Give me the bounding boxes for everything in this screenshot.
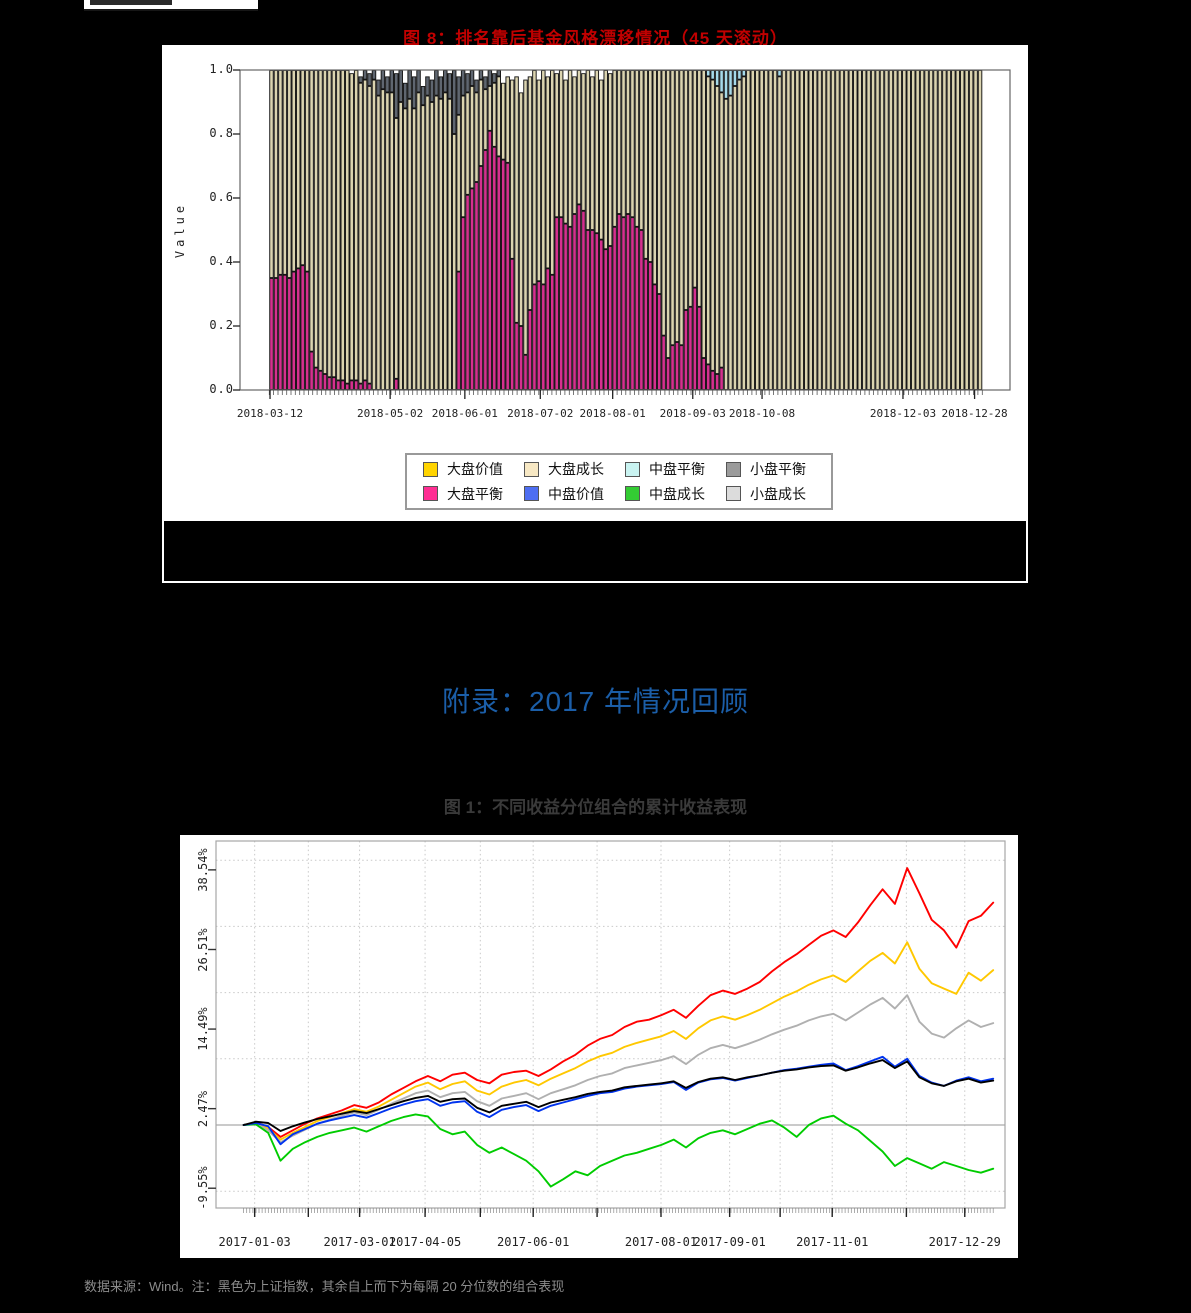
series-lines (242, 867, 995, 1188)
bars-group (269, 70, 983, 391)
y-tick-label: 38.54% (196, 848, 210, 892)
series-line-灰线-60分位组合 (242, 994, 995, 1144)
x-axis-ticks (268, 390, 983, 399)
series-line-黑线-上证指数 (242, 1059, 995, 1132)
legend-swatch (726, 486, 741, 502)
figure8-chart-frame: Value 1.0 0.8 0.6 0.4 0.2 0.0 2018-03-12 2018-… (162, 45, 1028, 583)
legend-item: 大盘成长 (518, 459, 619, 479)
figure1-caption: 图 1：不同收益分位组合的累计收益表现 (443, 798, 748, 817)
legend-item: 小盘成长 (720, 484, 821, 504)
legend-swatch (625, 461, 640, 477)
series-line-绿线-20分位组合 (242, 1113, 995, 1188)
y-tick-label: 0.0 (209, 382, 234, 396)
y-axis-ticks (208, 869, 216, 1189)
legend-item: 小盘平衡 (720, 459, 821, 479)
x-tick-label: 2018-03-12 (236, 407, 304, 420)
y-tick-label: 0.2 (209, 318, 234, 332)
legend-swatch (726, 461, 741, 477)
source-note: 数据来源：Wind。注：黑色为上证指数，其余自上而下为每隔 20 分位数的组合表… (84, 1279, 565, 1294)
legend-item: 大盘平衡 (417, 484, 518, 504)
series-line-黄线-80分位组合 (242, 941, 995, 1141)
figure8-y-axis-title: Value (173, 201, 187, 259)
legend-label: 大盘价值 (447, 461, 503, 478)
series-line-红线-最高收益分位组合 (242, 867, 995, 1138)
legend-item: 中盘平衡 (619, 459, 720, 479)
series-line-蓝线-40分位组合 (242, 1055, 995, 1146)
figure8-legend: 大盘价值 大盘成长 中盘平衡 小盘平衡大盘平衡 中盘价值 中盘成长 小盘成长 (405, 453, 833, 510)
legend-swatch (524, 486, 539, 502)
gridlines (216, 841, 1005, 1208)
y-tick-label: -9.55% (196, 1166, 210, 1210)
x-tick-label: 2017-01-03 (218, 1235, 291, 1249)
legend-label: 中盘成长 (649, 485, 705, 502)
x-tick-label: 2018-06-01 (431, 407, 498, 420)
plot-frame (239, 69, 1011, 391)
figure8-plot (233, 69, 1011, 399)
x-tick-label: 2017-08-01 (624, 1235, 698, 1249)
x-tick-label: 2018-12-03 (869, 407, 937, 420)
x-tick-label: 2017-09-01 (693, 1235, 766, 1249)
legend-label: 大盘成长 (548, 461, 604, 478)
y-axis-ticks (233, 69, 240, 391)
x-tick-label: 2017-04-05 (388, 1235, 462, 1249)
x-tick-label: 2017-11-01 (796, 1235, 869, 1249)
x-tick-label: 2017-06-01 (497, 1235, 570, 1249)
y-tick-label: 0.8 (209, 126, 234, 140)
y-tick-label: 0.6 (209, 190, 234, 204)
x-tick-label: 2017-03-01 (323, 1235, 396, 1249)
legend-label: 小盘平衡 (750, 461, 806, 478)
x-tick-label: 2017-12-29 (928, 1235, 1001, 1249)
x-tick-label: 2018-05-02 (357, 407, 424, 420)
x-tick-label: 2018-09-03 (659, 407, 726, 420)
legend-label: 小盘成长 (750, 485, 806, 502)
legend-label: 中盘价值 (548, 485, 604, 502)
figure1-plot (208, 840, 1006, 1217)
legend-item: 中盘价值 (518, 484, 619, 504)
figure1-chart: 38.54% 26.51% 14.49% 2.47% -9.55% 2017-01-03… (180, 835, 1018, 1258)
x-axis-ticks (243, 1208, 994, 1217)
y-tick-label: 2.47% (196, 1090, 210, 1127)
appendix-heading: 附录：2017 年情况回顾 (441, 686, 750, 717)
legend-swatch (625, 486, 640, 502)
y-tick-label: 14.49% (196, 1007, 210, 1051)
logo-remnant (90, 0, 172, 5)
y-tick-label: 0.4 (209, 254, 234, 268)
plot-frame (215, 840, 1006, 1209)
x-tick-label: 2018-12-28 (941, 407, 1008, 420)
legend-item: 中盘成长 (619, 484, 720, 504)
legend-label: 中盘平衡 (649, 461, 705, 478)
y-tick-label: 1.0 (209, 62, 234, 76)
figure8-chart: Value 1.0 0.8 0.6 0.4 0.2 0.0 2018-03-12 2018-… (164, 47, 1026, 521)
y-tick-label: 26.51% (196, 927, 210, 972)
legend-item: 大盘价值 (417, 459, 518, 479)
legend-swatch (423, 461, 438, 477)
x-tick-label: 2018-10-08 (728, 407, 796, 420)
figure8-caption: 图 8：排名靠后基金风格漂移情况（45 天滚动） (403, 29, 788, 48)
x-tick-label: 2018-07-02 (507, 407, 574, 420)
legend-label: 大盘平衡 (447, 485, 503, 502)
legend-swatch (423, 486, 438, 502)
header-strip (84, 0, 258, 11)
x-tick-label: 2018-08-01 (579, 407, 646, 420)
legend-swatch (524, 461, 539, 477)
